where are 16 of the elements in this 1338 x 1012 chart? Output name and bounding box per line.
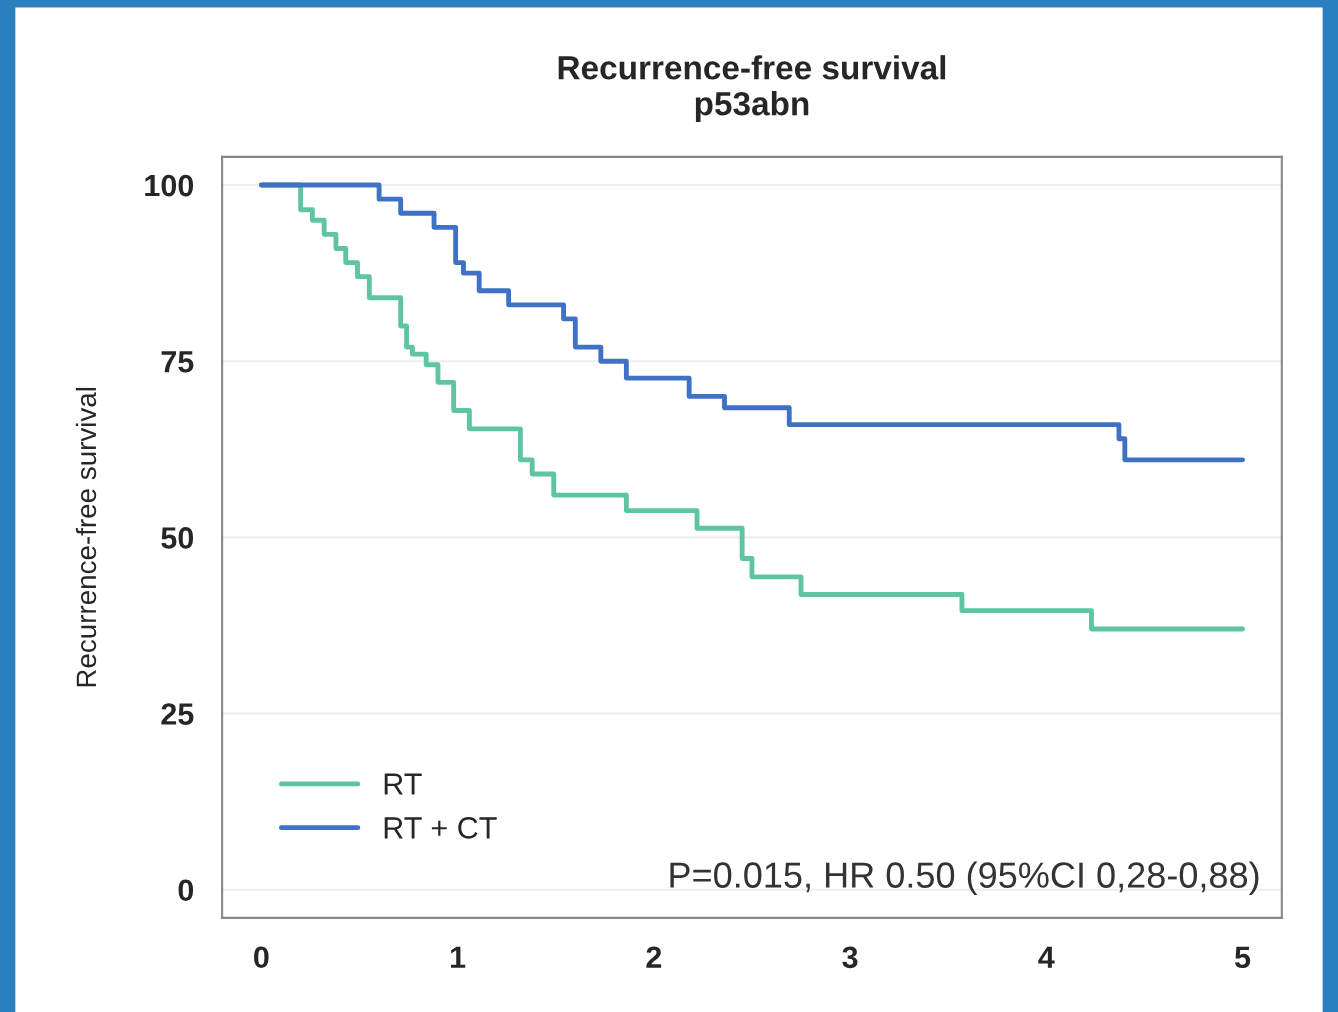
annotation: P=0.015, HR 0.50 (95%CI 0,28-0,88) — [670, 861, 1259, 896]
y-tick-label: 0 — [178, 879, 194, 902]
y-tick-label: 100 — [145, 174, 194, 197]
y-tick-label: 25 — [161, 703, 194, 725]
chart-title: Recurrence-free survival p53abn — [558, 55, 946, 123]
x-tick-label: 3 — [842, 946, 858, 969]
y-axis-title: Recurrence-free survival — [75, 387, 97, 687]
x-tick-label: 4 — [1038, 946, 1055, 968]
x-tick-label: 0 — [254, 946, 269, 969]
legend-label: RT — [384, 773, 422, 795]
x-tick-label: 5 — [1235, 946, 1251, 969]
x-tick-label: 2 — [646, 946, 662, 968]
x-tick-label: 1 — [451, 946, 466, 968]
y-tick-label: 75 — [161, 351, 194, 373]
legend-label: RT + CT — [384, 817, 497, 839]
y-tick-label: 50 — [161, 527, 194, 549]
